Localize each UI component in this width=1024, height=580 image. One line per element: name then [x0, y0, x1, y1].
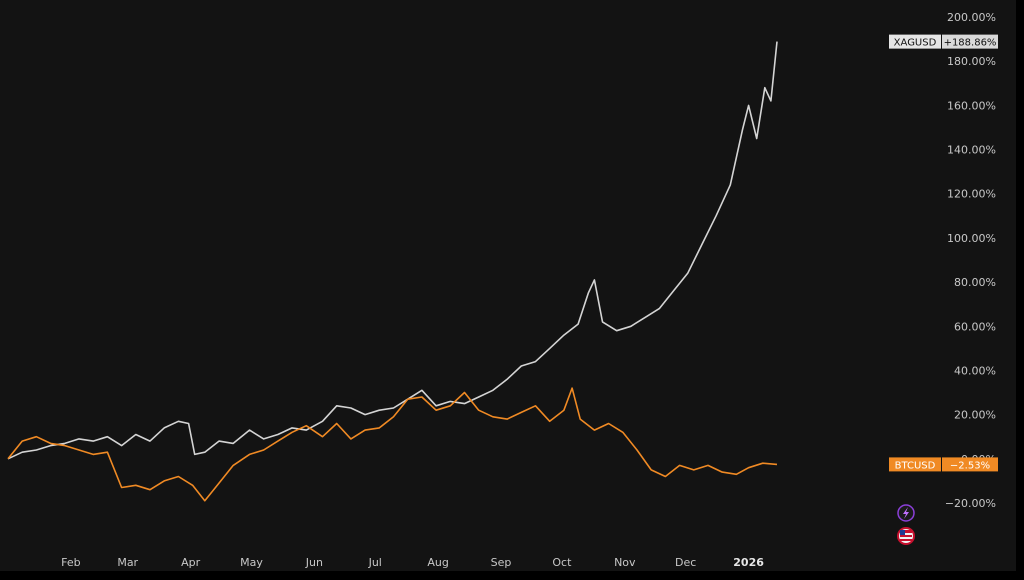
- series-labels: XAGUSD +188.86% BTCUSD −2.53%: [889, 34, 998, 472]
- x-tick-label: Feb: [61, 556, 80, 569]
- x-tick-label: Jun: [305, 556, 323, 569]
- series-line-xagusd: [7, 41, 778, 460]
- series-value: +188.86%: [944, 38, 997, 49]
- us-flag-icon[interactable]: [897, 527, 915, 545]
- y-tick-label: 160.00%: [947, 99, 996, 112]
- y-tick-label: 100.00%: [947, 232, 996, 245]
- x-tick-label: Nov: [614, 556, 636, 569]
- series-line-btcusd: [7, 387, 778, 502]
- x-tick-label: Jul: [368, 556, 382, 569]
- y-tick-label: 20.00%: [954, 409, 996, 422]
- x-tick-label: Dec: [675, 556, 696, 569]
- series-name: BTCUSD: [895, 460, 936, 471]
- y-tick-label: 80.00%: [954, 276, 996, 289]
- y-tick-label: −20.00%: [945, 497, 996, 510]
- lightning-icon[interactable]: [897, 504, 915, 522]
- series-value-box: [942, 34, 998, 49]
- x-tick-label: Oct: [552, 556, 572, 569]
- series-label-xagusd: XAGUSD +188.86%: [889, 34, 998, 49]
- x-tick-label: Mar: [117, 556, 138, 569]
- y-tick-label: 120.00%: [947, 188, 996, 201]
- x-tick-label: Aug: [427, 556, 448, 569]
- y-axis: 200.00% 180.00% 160.00% 140.00% 120.00% 100.0…: [945, 11, 996, 510]
- series-value: −2.53%: [950, 460, 990, 471]
- y-tick-label: 200.00%: [947, 11, 996, 24]
- series-value-box: [942, 457, 998, 472]
- y-tick-label: 40.00%: [954, 364, 996, 377]
- series-name-box: [889, 457, 941, 472]
- y-tick-label: 140.00%: [947, 144, 996, 157]
- series-lines: [7, 41, 778, 502]
- x-tick-label: May: [240, 556, 263, 569]
- x-tick-label: Sep: [491, 556, 512, 569]
- series-name-box: [889, 34, 941, 49]
- series-label-btcusd: BTCUSD −2.53%: [889, 457, 998, 472]
- plot-background: [0, 0, 1016, 571]
- x-tick-label: 2026: [733, 556, 764, 569]
- y-tick-label: 180.00%: [947, 55, 996, 68]
- y-tick-label: 60.00%: [954, 320, 996, 333]
- x-axis: Feb Mar Apr May Jun Jul Aug Sep Oct Nov Dec 2026: [61, 556, 764, 569]
- series-name: XAGUSD: [894, 38, 937, 49]
- x-tick-label: Apr: [181, 556, 201, 569]
- event-markers[interactable]: [897, 504, 915, 545]
